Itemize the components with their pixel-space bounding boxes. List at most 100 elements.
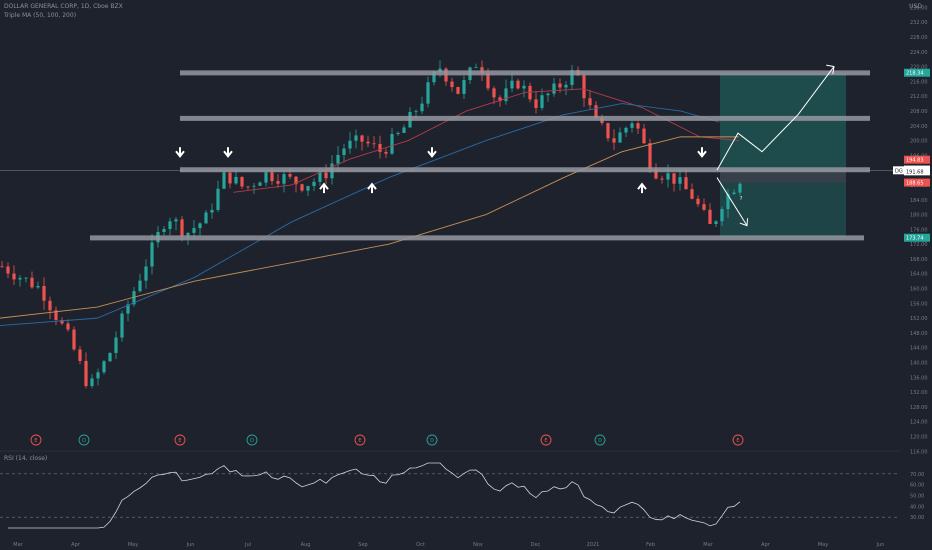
candle-body — [588, 98, 592, 106]
candle-body — [270, 172, 274, 182]
candle-body — [234, 176, 238, 184]
candle-body — [636, 123, 640, 129]
y-tick-label: 132.00 — [910, 390, 928, 396]
event-letter: D — [250, 438, 254, 444]
candle-body — [552, 83, 556, 94]
candle-body — [216, 188, 220, 210]
candle-body — [372, 143, 376, 145]
candle-body — [414, 111, 418, 113]
y-tick-label: 228.00 — [910, 35, 928, 41]
candle-body — [672, 173, 676, 184]
price-label: 173.74 — [904, 233, 930, 242]
candle-body — [624, 127, 628, 133]
x-tick-label: Aug — [301, 542, 311, 548]
candle-body — [36, 285, 40, 288]
candle-body — [504, 88, 508, 102]
candle-body — [114, 337, 118, 353]
candle-body — [294, 176, 298, 185]
candle-body — [720, 209, 724, 222]
candle-body — [204, 212, 208, 224]
event-letter: D — [82, 438, 86, 444]
candle-body — [318, 172, 322, 182]
candle-body — [702, 204, 706, 210]
svg-text:218.34: 218.34 — [906, 71, 924, 77]
y-tick-label: 168.00 — [910, 257, 928, 263]
x-tick-label: Sep — [358, 542, 367, 548]
candle-body — [462, 80, 466, 94]
candle-body — [60, 319, 64, 324]
candle-body — [162, 228, 166, 232]
x-tick-label: Jul — [244, 542, 251, 548]
candle-body — [198, 223, 202, 229]
symbol-tag-bg — [893, 166, 905, 175]
candle-body — [144, 266, 148, 281]
candle-body — [732, 192, 736, 195]
candle-body — [390, 134, 394, 154]
x-tick-label: Mar — [13, 542, 23, 548]
entry-zone — [720, 169, 846, 183]
event-letter: D — [598, 438, 602, 444]
candle-body — [726, 194, 730, 210]
candle-body — [366, 141, 370, 144]
x-tick-label: Dec — [531, 542, 541, 548]
arrow-down-icon — [223, 147, 233, 158]
candle-body — [708, 209, 712, 224]
price-label: 188.65 — [904, 178, 930, 187]
y-tick-label: 220.00 — [910, 65, 928, 71]
rsi-tick-label: 70.00 — [910, 472, 924, 478]
event-letter: D — [430, 438, 434, 444]
rsi-tick-label: 50.00 — [910, 494, 924, 500]
candle-body — [558, 83, 562, 88]
y-tick-label: 208.00 — [910, 109, 928, 115]
projection-up-arrowhead — [826, 64, 835, 75]
price-label: 218.34 — [904, 68, 930, 77]
candle-body — [258, 182, 262, 186]
earnings-marker — [732, 434, 744, 446]
candle-body — [666, 173, 670, 180]
candle-body — [138, 280, 142, 292]
y-tick-label: 200.00 — [910, 139, 928, 145]
x-tick-label: Oct — [416, 542, 425, 548]
y-tick-label: 224.00 — [910, 50, 928, 56]
y-tick-label: 160.00 — [910, 287, 928, 293]
candle-body — [564, 84, 568, 88]
candle-body — [660, 178, 664, 180]
candle-body — [54, 310, 58, 320]
candle-body — [108, 352, 112, 362]
candle-body — [432, 71, 436, 83]
candle-body — [252, 185, 256, 187]
ma200-line — [0, 136, 739, 319]
candle-body — [180, 219, 184, 236]
candle-body — [438, 68, 442, 72]
candle-body — [312, 181, 316, 187]
candle-body — [30, 277, 34, 288]
y-tick-label: 184.00 — [910, 198, 928, 204]
candle-body — [474, 67, 478, 68]
candle-body — [210, 209, 214, 213]
x-tick-label: Apr — [71, 542, 81, 548]
x-tick-label: May — [128, 542, 138, 548]
candle-body — [498, 97, 502, 102]
y-tick-label: 136.00 — [910, 375, 928, 381]
candle-body — [24, 277, 28, 279]
rsi-line — [8, 462, 741, 529]
candle-body — [102, 361, 106, 373]
candle-body — [168, 221, 172, 229]
y-tick-label: 144.00 — [910, 346, 928, 352]
rsi-title: RSI (14, close) — [4, 455, 48, 462]
arrow-down-icon — [697, 147, 707, 158]
x-tick-label: Jun — [876, 542, 885, 548]
candle-body — [96, 372, 100, 379]
candle-body — [348, 140, 352, 149]
candle-body — [546, 93, 550, 96]
rsi-tick-label: 40.00 — [910, 504, 924, 510]
candle-body — [540, 95, 544, 108]
candle-body — [534, 99, 538, 108]
arrow-up-icon — [319, 182, 329, 194]
candle-body — [486, 73, 490, 89]
candle-body — [288, 174, 292, 177]
svg-text:188.65: 188.65 — [906, 181, 924, 187]
y-tick-label: 180.00 — [910, 213, 928, 219]
candle-body — [360, 135, 364, 142]
